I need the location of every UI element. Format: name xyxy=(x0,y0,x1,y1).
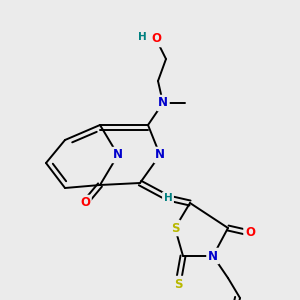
Text: H: H xyxy=(164,193,172,203)
Text: N: N xyxy=(113,148,123,161)
Text: H: H xyxy=(138,32,146,42)
Text: O: O xyxy=(245,226,255,239)
Text: N: N xyxy=(158,97,168,110)
Text: N: N xyxy=(208,250,218,262)
Text: S: S xyxy=(174,278,182,290)
Text: N: N xyxy=(155,148,165,161)
Text: S: S xyxy=(171,221,179,235)
Text: O: O xyxy=(80,196,90,209)
Text: O: O xyxy=(151,32,161,46)
